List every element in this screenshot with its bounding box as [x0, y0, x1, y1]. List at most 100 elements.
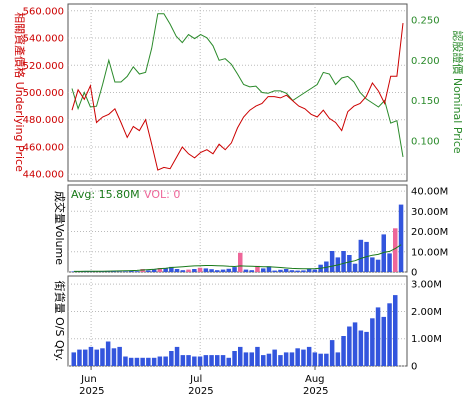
outstanding-bar [157, 356, 163, 366]
outstanding-bar [146, 357, 151, 366]
volume-bar [301, 270, 306, 272]
outstanding-bar [197, 356, 203, 366]
outstanding-bar [266, 353, 272, 366]
outstanding-bar [111, 348, 117, 366]
volume-bar [180, 270, 186, 272]
outstanding-tick-label: 3.00M [411, 280, 442, 291]
outstanding-bar [381, 316, 386, 366]
volume-bar [146, 270, 151, 272]
outstanding-bars [71, 295, 398, 366]
volume-bar [295, 270, 300, 272]
outstanding-bar [192, 356, 197, 366]
x-year-label: 2025 [188, 386, 213, 397]
outstanding-bar [83, 349, 88, 366]
outstanding-bar [238, 346, 243, 366]
volume-bar [232, 267, 237, 272]
volume-bar [255, 265, 260, 272]
outstanding-bar [295, 348, 300, 366]
volume-average-line [73, 244, 402, 272]
volume-bar [341, 251, 346, 272]
outstanding-bar [387, 303, 392, 366]
outstanding-bar [301, 349, 306, 366]
outstanding-bar [364, 331, 369, 366]
outstanding-axis-ticks: 3.00M 2.00M 1.00M 0 [411, 280, 442, 373]
outstanding-bar [243, 352, 249, 366]
outstanding-bar [306, 346, 312, 366]
volume-bar [215, 270, 220, 272]
outstanding-bar [341, 336, 346, 366]
volume-bar [261, 268, 266, 272]
price-tick-label: 500.000 [23, 88, 64, 99]
volume-bar [128, 270, 134, 272]
outstanding-bar [358, 330, 364, 366]
outstanding-bar [71, 352, 76, 366]
outstanding-bar [261, 355, 266, 366]
nominal-axis-title: 認股證價 Nominal Price [451, 30, 465, 154]
svg-text:認股證價 Nominal Price: 認股證價 Nominal Price [451, 30, 465, 154]
volume-bar [71, 271, 76, 272]
outstanding-bar [134, 357, 140, 366]
volume-bar [220, 269, 226, 272]
outstanding-bar [174, 346, 180, 366]
outstanding-bar [278, 355, 283, 366]
volume-bar [312, 269, 318, 272]
volume-bar [123, 271, 128, 272]
nominal-tick-label: 0.200 [411, 56, 440, 67]
price-axis-ticks: 560.000 540.000 520.000 500.000 480.000 460.0… [23, 6, 64, 180]
outstanding-bar [283, 352, 289, 366]
outstanding-bar [117, 346, 122, 366]
outstanding-tick-label: 2.00M [411, 307, 442, 318]
outstanding-bar [226, 357, 231, 366]
outstanding-bar [375, 307, 381, 366]
volume-tick-label: 10.00M [411, 247, 448, 258]
price-tick-label: 520.000 [23, 61, 64, 72]
volume-bar [289, 270, 295, 272]
price-tick-label: 560.000 [23, 6, 64, 17]
svg-text:相關資產價格 Underlying Price: 相關資產價格 Underlying Price [13, 12, 27, 172]
outstanding-bar [329, 340, 335, 366]
volume-bar [226, 268, 231, 272]
outstanding-bar [180, 355, 186, 366]
volume-axis-title: 成交量Volume [53, 191, 67, 265]
nominal-tick-label: 0.100 [411, 136, 440, 147]
volume-bar [283, 269, 289, 272]
outstanding-bar [370, 318, 375, 366]
outstanding-bar [203, 355, 209, 366]
outstanding-bar [128, 357, 134, 366]
outstanding-bar [140, 357, 145, 366]
nominal-price-line [71, 13, 404, 157]
volume-bar [347, 255, 352, 272]
x-month-label: Jul [189, 374, 202, 385]
outstanding-bar [77, 349, 82, 366]
volume-current-label: VOL: 0 [144, 188, 180, 201]
outstanding-bar [209, 355, 214, 366]
volume-bar [100, 271, 105, 272]
volume-bar [203, 268, 209, 272]
volume-bar [398, 204, 404, 272]
outstanding-bar [255, 346, 260, 366]
volume-bar [278, 269, 283, 272]
volume-tick-label: 20.00M [411, 227, 448, 238]
nominal-tick-label: 0.250 [411, 16, 440, 27]
volume-bar [272, 270, 277, 272]
outstanding-bar [220, 355, 226, 366]
volume-bar [163, 268, 168, 272]
outstanding-tick-label: 0 [411, 362, 417, 373]
nominal-tick-label: 0.150 [411, 96, 440, 107]
outstanding-bar [123, 356, 128, 366]
volume-bar [151, 269, 157, 272]
outstanding-bar [324, 353, 329, 366]
volume-tick-label: 40.00M [411, 187, 448, 198]
price-tick-label: 460.000 [23, 142, 64, 153]
volume-bar [375, 259, 381, 272]
volume-tick-label: 0 [411, 268, 417, 279]
volume-bar [238, 252, 243, 272]
volume-bar [352, 263, 358, 272]
volume-bar [186, 269, 191, 272]
volume-bar [249, 270, 254, 272]
outstanding-bar [289, 352, 295, 366]
volume-bar [169, 266, 174, 272]
volume-tick-label: 30.00M [411, 207, 448, 218]
price-tick-label: 480.000 [23, 115, 64, 126]
